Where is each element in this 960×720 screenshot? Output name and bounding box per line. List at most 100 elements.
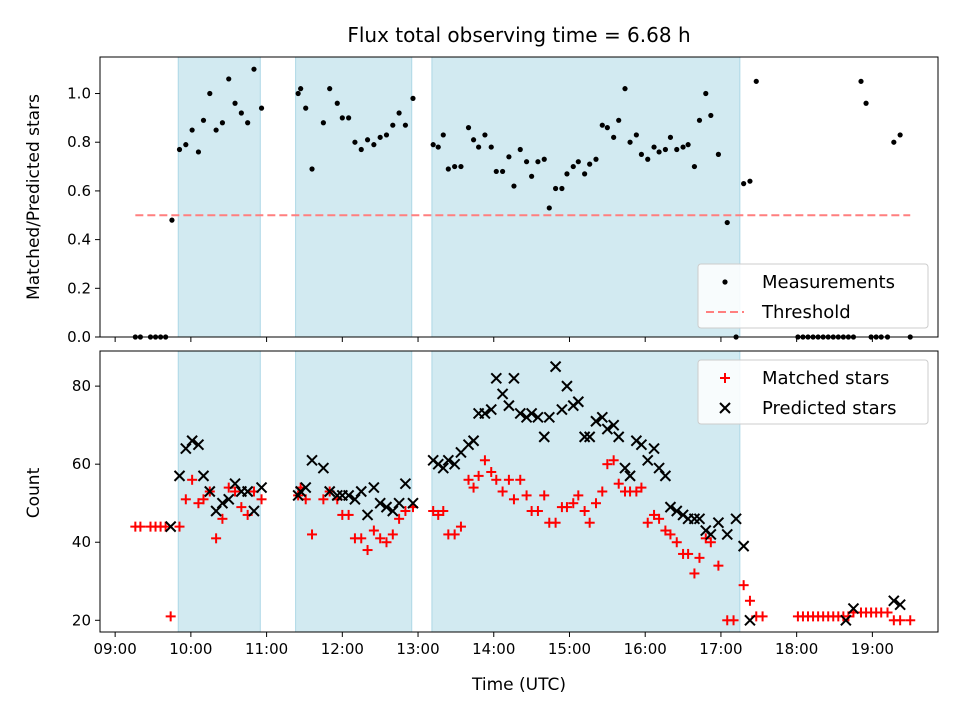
bottom-predicted-stars-point-b xyxy=(894,598,906,611)
x-axis-label: Time (UTC) xyxy=(471,675,566,695)
bottom-predicted-stars-point-b xyxy=(705,528,717,541)
bottom-matched-stars-point xyxy=(174,521,185,532)
top-measurements-point xyxy=(371,142,377,148)
top-measurements-point xyxy=(465,125,472,131)
bottom-matched-stars-point xyxy=(654,513,665,524)
top-y-tick-label: 1.0 xyxy=(67,85,91,103)
bottom-predicted-stars-point-b xyxy=(485,403,497,416)
bottom-matched-stars-point xyxy=(744,595,755,606)
bottom-predicted-stars-point xyxy=(525,407,538,420)
top-measurements-point xyxy=(207,90,213,97)
bottom-y-axis-label: Count xyxy=(24,467,44,518)
bottom-predicted-stars-point xyxy=(572,396,585,408)
bottom-predicted-stars-point-b xyxy=(331,489,343,502)
top-measurements-point xyxy=(863,100,869,106)
top-measurements-point xyxy=(358,146,364,153)
bottom-matched-stars-point xyxy=(882,607,893,618)
top-measurements-point xyxy=(582,171,588,177)
bottom-matched-stars-point xyxy=(665,529,676,540)
bottom-predicted-stars-point-b xyxy=(300,481,312,494)
bottom-predicted-stars-point xyxy=(847,602,860,615)
bottom-matched-stars-point xyxy=(597,486,608,497)
bottom-matched-stars-point xyxy=(356,533,367,544)
top-measurements-point xyxy=(891,139,897,145)
bottom-predicted-stars-point xyxy=(192,438,205,451)
bottom-matched-stars-point xyxy=(368,525,379,536)
bottom-predicted-stars-point-b xyxy=(323,485,336,498)
bottom-y-tick-label: 20 xyxy=(72,611,91,629)
bottom-matched-stars-point xyxy=(468,482,479,493)
bottom-matched-stars-point xyxy=(550,517,561,528)
top-measurements-point xyxy=(298,86,304,92)
top-measurements-point xyxy=(627,139,633,145)
x-tick-label: 17:00 xyxy=(699,640,742,658)
top-measurements-point xyxy=(339,115,345,121)
bottom-matched-stars-point xyxy=(649,509,660,520)
top-measurements-point xyxy=(604,125,610,131)
bottom-predicted-stars-point xyxy=(317,462,330,474)
x-tick-label: 16:00 xyxy=(624,640,667,658)
top-measurements-point xyxy=(440,132,446,138)
bottom-predicted-stars-point-b xyxy=(648,442,660,455)
top-measurements-point xyxy=(364,137,371,143)
top-measurements-point xyxy=(546,205,552,211)
bottom-matched-stars-point xyxy=(631,486,642,497)
bottom-matched-stars-point xyxy=(394,513,405,524)
bottom-predicted-stars-point xyxy=(306,454,318,466)
x-tick-label: 15:00 xyxy=(548,640,591,658)
top-measurements-point xyxy=(680,144,686,150)
bottom-predicted-stars-point-b xyxy=(368,481,380,494)
bottom-matched-stars-point xyxy=(608,455,619,466)
bottom-matched-stars-point xyxy=(521,490,532,501)
bottom-predicted-stars-point-b xyxy=(204,485,216,498)
bottom-predicted-stars-point xyxy=(619,462,631,474)
bottom-predicted-stars-point-b xyxy=(503,399,515,412)
bottom-predicted-stars-point-b xyxy=(496,388,509,400)
bottom-predicted-stars-point-b xyxy=(248,505,260,517)
top-measurements-point xyxy=(651,144,657,150)
top-measurements-point xyxy=(183,142,189,148)
bottom-predicted-stars-point xyxy=(712,517,725,529)
bottom-predicted-stars-point-b xyxy=(561,380,573,392)
bottom-predicted-stars-point xyxy=(374,497,386,509)
top-measurements-point xyxy=(493,168,499,175)
bottom-predicted-stars-point-b xyxy=(671,505,683,517)
bottom-predicted-stars-point xyxy=(721,528,733,541)
bottom-predicted-stars-point xyxy=(490,372,502,385)
top-measurements-point xyxy=(176,146,183,153)
top-measurements-point xyxy=(633,132,639,138)
top-measurements-point xyxy=(452,163,458,170)
bottom-predicted-stars-point xyxy=(368,481,380,494)
bottom-predicted-stars-point-b xyxy=(173,470,186,482)
bottom-predicted-stars-point xyxy=(659,470,672,482)
bottom-predicted-stars-point xyxy=(635,438,648,451)
bottom-predicted-stars-point-b xyxy=(164,520,177,533)
x-tick-label: 12:00 xyxy=(321,640,364,658)
bottom-y-tick-label: 80 xyxy=(72,377,91,395)
top-measurements-point xyxy=(741,181,747,187)
bottom-predicted-stars-point xyxy=(601,423,614,435)
bottom-predicted-stars-point-b xyxy=(407,497,419,509)
bottom-predicted-stars-point-b xyxy=(642,454,654,466)
x-tick-label: 11:00 xyxy=(245,640,288,658)
bottom-predicted-stars-point-b xyxy=(840,614,852,626)
x-tick-label: 13:00 xyxy=(396,640,439,658)
bottom-predicted-stars-point-b xyxy=(508,372,520,385)
top-measurements-point xyxy=(587,161,593,167)
bottom-predicted-stars-point xyxy=(197,470,210,482)
bottom-predicted-stars-point-b xyxy=(342,489,355,502)
bottom-predicted-stars-point xyxy=(448,458,461,470)
bottom-predicted-stars-point-b xyxy=(349,493,361,506)
bottom-predicted-stars-point xyxy=(255,481,268,494)
bottom-predicted-stars-point xyxy=(730,513,742,525)
x-tick-label: 14:00 xyxy=(472,640,515,658)
bottom-predicted-stars-point xyxy=(467,435,480,447)
top-y-tick-label: 0.8 xyxy=(67,133,91,151)
bottom-predicted-stars-point xyxy=(349,493,361,506)
top-measurements-point xyxy=(593,156,599,162)
bottom-matched-stars-point xyxy=(473,470,484,481)
bottom-predicted-stars-point-b xyxy=(888,595,900,607)
top-legend-box xyxy=(697,263,929,329)
bottom-predicted-stars-point xyxy=(361,509,374,521)
bottom-predicted-stars-point xyxy=(186,435,198,447)
